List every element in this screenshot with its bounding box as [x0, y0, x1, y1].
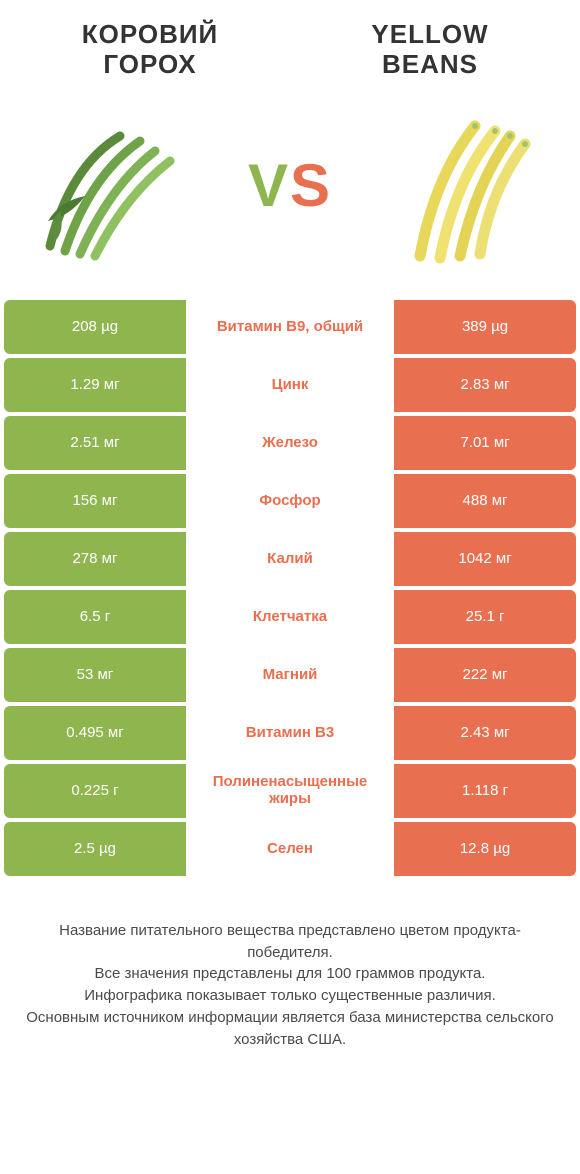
vs-label: VS — [248, 151, 332, 220]
left-value-cell: 53 мг — [4, 648, 186, 702]
nutrient-label: Магний — [186, 648, 394, 702]
nutrient-label: Калий — [186, 532, 394, 586]
table-row: 208 µgВитамин B9, общий389 µg — [4, 300, 576, 354]
footer-line-1: Название питательного вещества представл… — [25, 920, 555, 964]
right-value-cell: 488 мг — [394, 474, 576, 528]
left-value-cell: 208 µg — [4, 300, 186, 354]
right-value-cell: 7.01 мг — [394, 416, 576, 470]
right-value-cell: 1042 мг — [394, 532, 576, 586]
right-product-image — [380, 106, 550, 266]
footer-line-2: Все значения представлены для 100 граммо… — [25, 963, 555, 985]
table-row: 0.225 гПолиненасыщенные жиры1.118 г — [4, 764, 576, 818]
right-value-cell: 2.83 мг — [394, 358, 576, 412]
right-value-cell: 12.8 µg — [394, 822, 576, 876]
vs-s: S — [290, 152, 332, 219]
nutrient-label: Витамин B9, общий — [186, 300, 394, 354]
right-value-cell: 25.1 г — [394, 590, 576, 644]
right-value-cell: 389 µg — [394, 300, 576, 354]
nutrient-label: Витамин B3 — [186, 706, 394, 760]
right-product-title: YELLOW BEANS — [320, 20, 540, 80]
vs-v: V — [248, 152, 290, 219]
table-row: 6.5 гКлетчатка25.1 г — [4, 590, 576, 644]
table-row: 53 мгМагний222 мг — [4, 648, 576, 702]
left-product-image — [30, 106, 200, 266]
table-row: 156 мгФосфор488 мг — [4, 474, 576, 528]
left-value-cell: 278 мг — [4, 532, 186, 586]
nutrient-label: Железо — [186, 416, 394, 470]
footer-line-3: Инфографика показывает только существенн… — [25, 985, 555, 1007]
vs-row: VS — [0, 90, 580, 300]
left-value-cell: 6.5 г — [4, 590, 186, 644]
left-product-title: КОРОВИЙ ГОРОХ — [40, 20, 260, 80]
footer-line-4: Основным источником информации является … — [25, 1007, 555, 1051]
table-row: 2.51 мгЖелезо7.01 мг — [4, 416, 576, 470]
table-row: 278 мгКалий1042 мг — [4, 532, 576, 586]
left-value-cell: 2.51 мг — [4, 416, 186, 470]
nutrient-label: Селен — [186, 822, 394, 876]
left-value-cell: 2.5 µg — [4, 822, 186, 876]
table-row: 2.5 µgСелен12.8 µg — [4, 822, 576, 876]
left-value-cell: 0.495 мг — [4, 706, 186, 760]
left-value-cell: 1.29 мг — [4, 358, 186, 412]
table-row: 0.495 мгВитамин B32.43 мг — [4, 706, 576, 760]
nutrient-label: Фосфор — [186, 474, 394, 528]
right-value-cell: 222 мг — [394, 648, 576, 702]
right-value-cell: 1.118 г — [394, 764, 576, 818]
table-row: 1.29 мгЦинк2.83 мг — [4, 358, 576, 412]
left-value-cell: 156 мг — [4, 474, 186, 528]
left-value-cell: 0.225 г — [4, 764, 186, 818]
nutrient-label: Цинк — [186, 358, 394, 412]
header: КОРОВИЙ ГОРОХ YELLOW BEANS — [0, 0, 580, 90]
comparison-table: 208 µgВитамин B9, общий389 µg1.29 мгЦинк… — [0, 300, 580, 880]
nutrient-label: Полиненасыщенные жиры — [186, 764, 394, 818]
infographic-container: КОРОВИЙ ГОРОХ YELLOW BEANS VS — [0, 0, 580, 1174]
nutrient-label: Клетчатка — [186, 590, 394, 644]
right-value-cell: 2.43 мг — [394, 706, 576, 760]
footer-notes: Название питательного вещества представл… — [0, 880, 580, 1071]
